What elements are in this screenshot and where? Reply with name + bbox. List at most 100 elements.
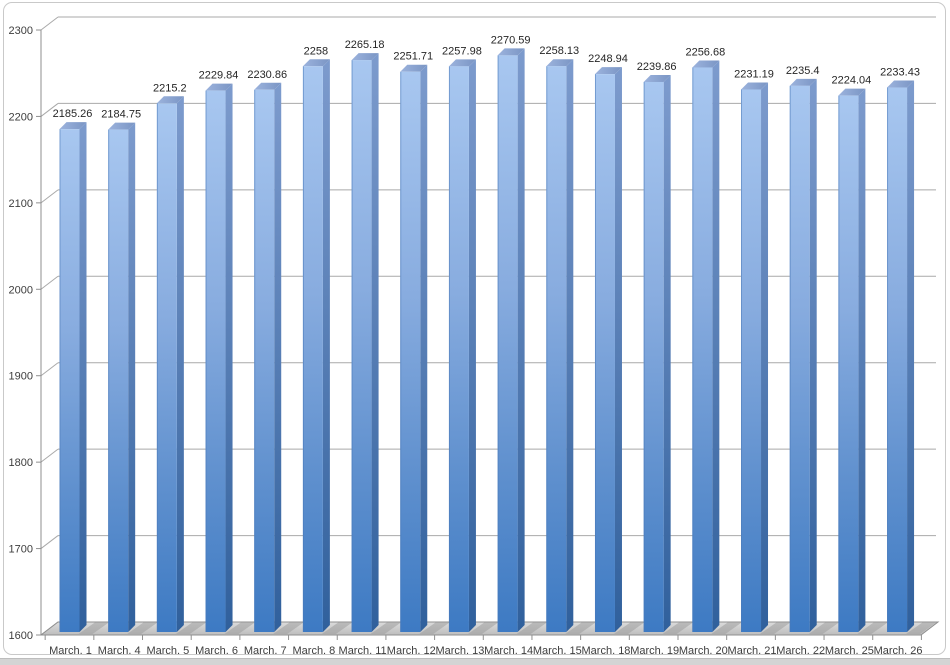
y-axis-label: 1800 [9,457,33,469]
bar [156,103,177,632]
x-axis-label: March. 15 [533,645,582,657]
bar-side-face [225,83,233,632]
bar-group [789,78,817,632]
bar-top-face [497,48,525,56]
bar-shadow [370,622,402,634]
x-axis-label: March. 7 [244,645,287,657]
bar-shadow [273,622,305,634]
x-axis-label: March. 12 [387,645,436,657]
bar-value-label: 2235.4 [786,65,820,77]
bar-value-label: 2230.86 [247,69,287,81]
bar-group [838,88,866,633]
x-axis-label: March. 5 [146,645,189,657]
bar-top-face [400,64,428,72]
bar-top-face [594,67,622,75]
bar-group [741,82,769,632]
x-axis-label: March. 21 [728,645,777,657]
bar-top-face [741,82,769,90]
bar-value-label: 2229.84 [199,70,239,82]
x-axis-label: March. 11 [339,645,387,657]
bar [497,55,518,633]
bar-group [448,59,476,633]
bar-side-face [614,67,622,632]
x-axis-label: March. 26 [874,645,923,657]
bar-group [59,122,87,632]
bar-top-face [351,53,379,61]
bar-group [254,82,282,632]
y-axis-label: 2000 [9,284,33,296]
y-axis-label: 1700 [9,544,33,556]
bar-group [156,96,184,632]
bar-shadow [321,622,353,634]
bar [59,129,80,632]
bar [351,60,372,633]
bar-top-face [302,59,330,67]
bar-side-face [468,59,476,633]
bar-value-label: 2248.94 [588,53,628,65]
bar-value-label: 2251.71 [393,51,433,63]
bar-top-face [692,60,720,68]
bar-value-label: 2270.59 [491,34,531,46]
bar-shadow [613,622,645,634]
bar-group [205,83,233,632]
bar-value-label: 2239.86 [637,61,677,73]
bar-top-face [838,88,866,96]
x-axis-label: March. 14 [484,645,533,657]
bar-top-face [254,82,282,90]
bar [741,89,762,632]
bar-shadow [711,622,743,634]
y-axis-label: 2300 [9,25,33,37]
bar-side-face [663,74,671,632]
bar-side-face [566,59,574,633]
y-axis-label: 2200 [9,111,33,123]
x-axis-label: March. 25 [825,645,874,657]
bar [789,85,810,632]
bar [254,89,275,632]
bar [887,87,908,632]
bottom-edge-strip [0,658,950,665]
bar-shadow [467,622,499,634]
bar-side-face [858,88,866,633]
bar-top-face [205,83,233,91]
bar-shadow [906,622,938,634]
bar-shadow [224,622,256,634]
bar-value-label: 2184.75 [101,109,141,121]
bar-shadow [127,622,159,634]
bar-side-face [712,60,720,632]
x-axis-label: March. 20 [679,645,728,657]
bar-shadow [760,622,792,634]
bar-side-face [420,64,428,633]
bar-side-face [176,96,184,632]
y-axis-label: 1900 [9,371,33,383]
bar-side-face [517,48,525,633]
gridline-connector [40,189,59,204]
bar-shadow [565,622,597,634]
bar-side-face [907,80,915,632]
bar-value-label: 2258 [304,45,328,57]
x-axis-label: March. 18 [582,645,631,657]
bar-side-face [274,82,282,632]
bar-side-face [371,53,379,633]
bar-top-face [789,78,817,86]
x-axis-label: March. 8 [293,645,336,657]
bar-group [887,80,915,632]
x-axis-label: March. 19 [630,645,679,657]
bar-top-face [156,96,184,104]
bar-group [692,60,720,632]
bar-group [400,64,428,633]
bar-shadow [419,622,451,634]
bar-shadow [662,622,694,634]
y-axis-label: 2100 [9,198,33,210]
bar-group [497,48,525,633]
bar-group [108,122,136,633]
bar [302,66,323,633]
x-axis-label: March. 1 [49,645,92,657]
gridline-connector [40,16,59,31]
bar-value-label: 2185.26 [53,108,93,120]
bar-shadow [175,622,207,634]
bar-top-face [59,122,87,130]
bar [205,90,226,632]
bar [546,66,567,633]
bar-group [594,67,622,632]
